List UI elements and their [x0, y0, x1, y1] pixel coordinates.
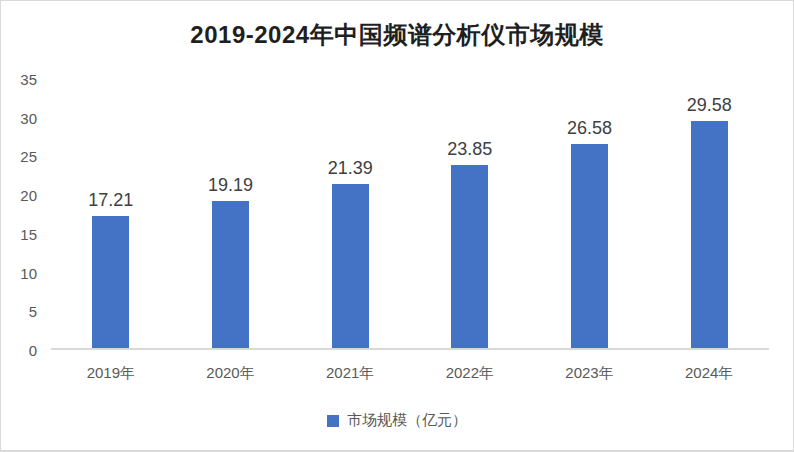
spectrum-analyzer-market-chart: 2019-2024年中国频谱分析仪市场规模 0 5 10 15 20 25 30 35 17.…	[0, 0, 794, 452]
bar-column: 21.39	[290, 79, 410, 348]
bar	[332, 184, 369, 348]
bar-value-label: 17.21	[88, 191, 133, 209]
x-axis-label: 2021年	[290, 364, 410, 383]
bar	[212, 201, 249, 348]
bar-value-label: 29.58	[687, 96, 732, 114]
x-axis-label: 2023年	[530, 364, 650, 383]
legend-swatch-icon	[327, 415, 339, 427]
x-axis: 2019年2020年2021年2022年2023年2024年	[51, 364, 769, 383]
bar-column: 17.21	[51, 79, 171, 348]
y-axis-tick-label: 20	[20, 188, 37, 203]
bar-series: 17.21 19.19 21.39 23.85 26.58 29.58	[51, 79, 769, 348]
y-axis: 05101520253035	[1, 79, 43, 350]
bar	[451, 165, 488, 348]
chart-title: 2019-2024年中国频谱分析仪市场规模	[1, 19, 793, 51]
y-axis-tick-label: 25	[20, 149, 37, 164]
y-axis-tick-label: 35	[20, 72, 37, 87]
x-axis-label: 2022年	[410, 364, 530, 383]
y-axis-tick-label: 15	[20, 226, 37, 241]
plot-area: 17.21 19.19 21.39 23.85 26.58 29.58	[51, 79, 769, 350]
y-axis-tick-label: 0	[29, 343, 37, 358]
x-axis-label: 2019年	[51, 364, 171, 383]
bar-column: 26.58	[530, 79, 650, 348]
bar-column: 19.19	[171, 79, 291, 348]
legend-label: 市场规模（亿元）	[347, 411, 467, 430]
bar-value-label: 23.85	[447, 140, 492, 158]
legend: 市场规模（亿元）	[1, 411, 793, 430]
bar-value-label: 26.58	[567, 119, 612, 137]
x-axis-label: 2024年	[649, 364, 769, 383]
bar-column: 29.58	[649, 79, 769, 348]
bar	[571, 144, 608, 348]
x-axis-label: 2020年	[171, 364, 291, 383]
y-axis-tick-label: 5	[29, 304, 37, 319]
bar-value-label: 19.19	[208, 176, 253, 194]
bar-column: 23.85	[410, 79, 530, 348]
bar-value-label: 21.39	[328, 159, 373, 177]
bar	[92, 216, 129, 348]
y-axis-tick-label: 30	[20, 110, 37, 125]
y-axis-tick-label: 10	[20, 265, 37, 280]
bar	[691, 121, 728, 348]
